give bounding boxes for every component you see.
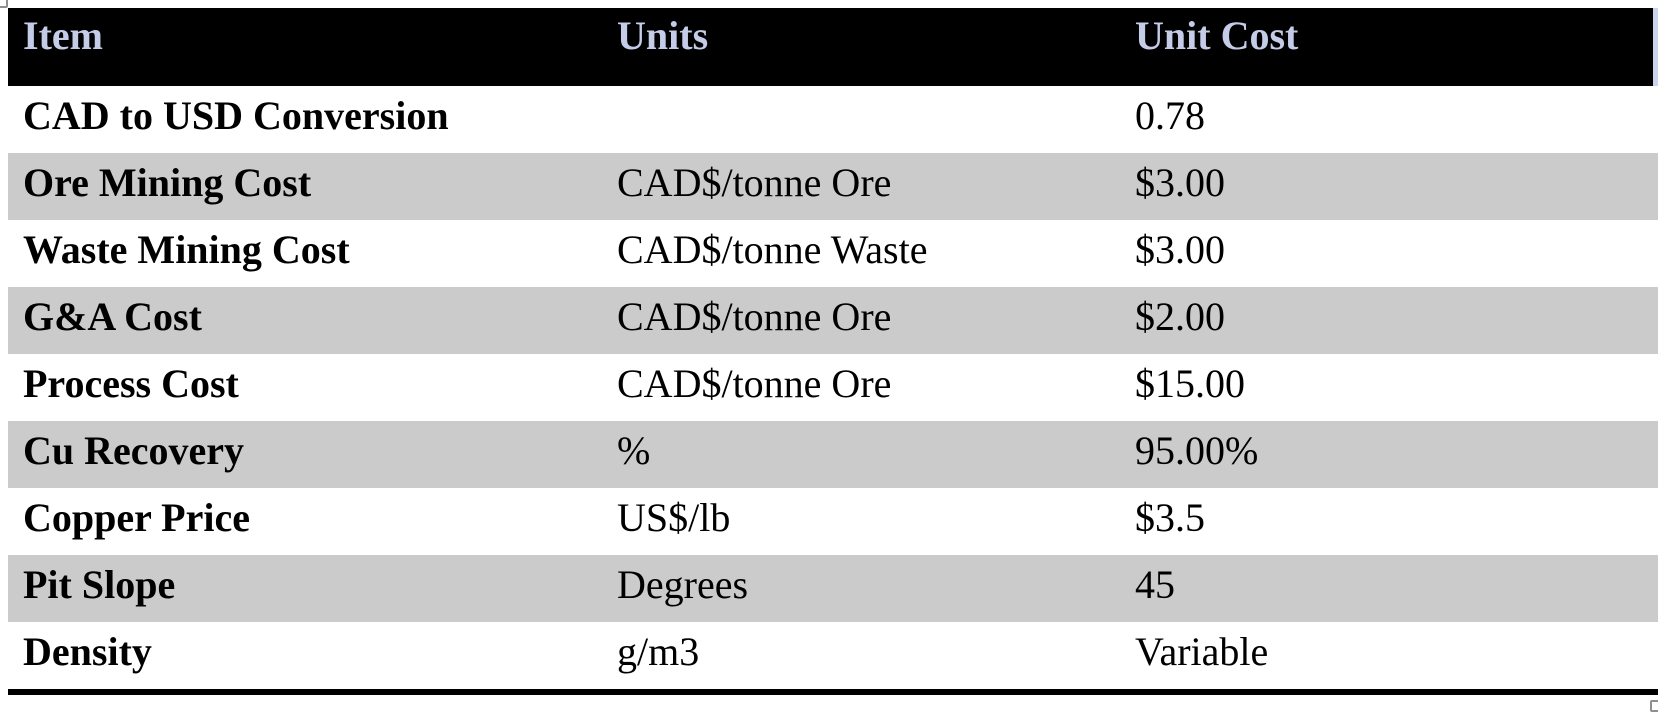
table-row-cu-recovery: Cu Recovery % 95.00% (8, 421, 1658, 488)
units-cell: g/m3 (617, 629, 700, 674)
item-cell: Density (23, 629, 152, 674)
table-header-row: Item Units Unit Cost (8, 8, 1658, 86)
item-cell: Copper Price (23, 495, 250, 540)
column-header-unit-cost: Unit Cost (1135, 13, 1299, 58)
column-header-item: Item (23, 13, 103, 58)
table-row-ore-mining-cost: Ore Mining Cost CAD$/tonne Ore $3.00 (8, 153, 1658, 220)
item-cell: Ore Mining Cost (23, 160, 312, 205)
units-cell: CAD$/tonne Waste (617, 227, 928, 272)
item-cell: Process Cost (23, 361, 239, 406)
top-left-corner-mark (0, 0, 8, 8)
item-cell: G&A Cost (23, 294, 202, 339)
header-accent-strip (1653, 8, 1658, 86)
units-cell: CAD$/tonne Ore (617, 361, 892, 406)
column-header-units: Units (617, 13, 709, 58)
bottom-right-corner-mark (1650, 700, 1658, 712)
item-cell: Pit Slope (23, 562, 176, 607)
table-row-waste-mining-cost: Waste Mining Cost CAD$/tonne Waste $3.00 (8, 220, 1658, 287)
unit-cost-cell: $15.00 (1135, 361, 1245, 406)
units-cell: % (617, 428, 651, 473)
units-cell (602, 86, 1120, 153)
table-row-cad-to-usd: CAD to USD Conversion 0.78 (8, 86, 1658, 153)
unit-cost-cell: $3.00 (1135, 160, 1225, 205)
table-row-ga-cost: G&A Cost CAD$/tonne Ore $2.00 (8, 287, 1658, 354)
table-row-pit-slope: Pit Slope Degrees 45 (8, 555, 1658, 622)
units-cell: US$/lb (617, 495, 731, 540)
unit-cost-cell: Variable (1135, 629, 1269, 674)
item-cell: Waste Mining Cost (23, 227, 350, 272)
table-bottom-border (8, 689, 1658, 695)
unit-cost-cell: $3.00 (1135, 227, 1225, 272)
item-cell: CAD to USD Conversion (23, 93, 449, 138)
units-cell: CAD$/tonne Ore (617, 160, 892, 205)
unit-cost-cell: $2.00 (1135, 294, 1225, 339)
unit-cost-cell: 95.00% (1135, 428, 1259, 473)
table-row-density: Density g/m3 Variable (8, 622, 1658, 689)
unit-cost-cell: $3.5 (1135, 495, 1205, 540)
units-cell: CAD$/tonne Ore (617, 294, 892, 339)
item-cell: Cu Recovery (23, 428, 245, 473)
unit-cost-cell: 0.78 (1135, 93, 1205, 138)
units-cell: Degrees (617, 562, 749, 607)
cost-parameters-table: Item Units Unit Cost CAD to USD Conversi… (8, 8, 1658, 695)
table-row-copper-price: Copper Price US$/lb $3.5 (8, 488, 1658, 555)
table-row-process-cost: Process Cost CAD$/tonne Ore $15.00 (8, 354, 1658, 421)
unit-cost-cell: 45 (1135, 562, 1175, 607)
